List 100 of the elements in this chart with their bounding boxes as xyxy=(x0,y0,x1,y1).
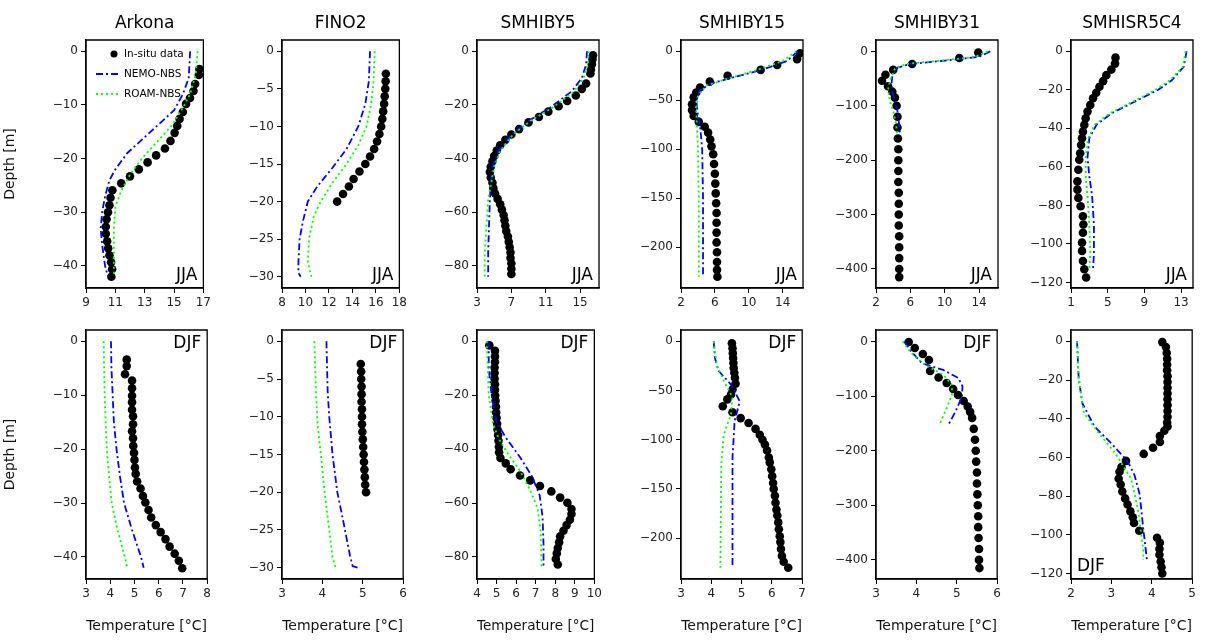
annotation: DJF xyxy=(963,331,992,352)
chart-title: FINO2 xyxy=(314,11,367,32)
y-tick-label: −30 xyxy=(248,268,274,283)
point xyxy=(973,511,983,521)
y-tick-label: −20 xyxy=(443,387,469,402)
x-tick-label: 3 xyxy=(1107,586,1116,601)
point xyxy=(969,424,979,434)
point xyxy=(160,144,170,153)
annotation: DJF xyxy=(560,331,589,352)
y-axis-title: Depth [m] xyxy=(1,128,18,200)
x-tick-label: 8 xyxy=(203,586,211,601)
point xyxy=(974,533,983,543)
x-tick-label: 15 xyxy=(166,295,182,310)
point xyxy=(128,411,138,421)
x-tick-label: 16 xyxy=(368,295,384,310)
point xyxy=(369,144,379,154)
point xyxy=(553,560,563,569)
point xyxy=(970,435,980,445)
x-tick-label: 5 xyxy=(1188,586,1196,601)
point xyxy=(177,563,187,573)
point xyxy=(1078,228,1088,238)
point xyxy=(108,186,117,195)
annotation: DJF xyxy=(173,331,202,352)
x-tick-label: 4 xyxy=(106,586,115,601)
y-tick-label: −5 xyxy=(256,80,274,95)
y-tick-label: −200 xyxy=(835,152,868,167)
y-tick-label: 0 xyxy=(1055,333,1063,348)
point xyxy=(116,179,126,188)
point xyxy=(974,555,984,565)
y-tick-label: −30 xyxy=(52,204,78,219)
x-tick-label: 6 xyxy=(154,586,163,601)
point xyxy=(893,134,903,143)
point xyxy=(894,210,904,219)
y-tick-label: −120 xyxy=(1030,274,1063,289)
point xyxy=(1088,93,1098,103)
line-series xyxy=(102,340,129,569)
point xyxy=(967,413,977,423)
x-axis-title: Temperature [°C] xyxy=(1070,617,1193,634)
x-tick-label: 14 xyxy=(344,295,361,310)
annotation: JJA xyxy=(969,263,993,284)
point xyxy=(894,272,904,282)
point xyxy=(381,77,390,86)
x-tick-label: 6 xyxy=(768,586,776,601)
x-tick-label: 2 xyxy=(872,295,880,310)
point xyxy=(161,534,170,544)
y-tick-label: −150 xyxy=(640,190,673,205)
line-series xyxy=(325,340,359,569)
point xyxy=(918,349,928,359)
point xyxy=(359,450,368,459)
point xyxy=(547,487,556,496)
x-tick-label: 10 xyxy=(297,295,314,310)
x-tick-label: 15 xyxy=(572,295,588,310)
point xyxy=(372,137,382,146)
legend-label: ROAM-NBS xyxy=(124,86,182,99)
point xyxy=(581,79,591,88)
point xyxy=(1123,500,1132,509)
x-tick-label: 13 xyxy=(1173,295,1189,310)
point xyxy=(1080,264,1089,274)
y-tick-label: −80 xyxy=(443,549,469,564)
x-tick-label: 4 xyxy=(707,586,716,601)
point xyxy=(877,76,887,86)
point xyxy=(910,343,920,353)
point xyxy=(357,397,366,406)
x-tick-label: 3 xyxy=(473,295,481,310)
point xyxy=(1083,107,1092,116)
y-tick-label: −100 xyxy=(1030,236,1063,251)
point xyxy=(973,522,983,532)
y-tick-label: 0 xyxy=(860,43,868,58)
y-tick-label: −200 xyxy=(835,442,868,457)
point xyxy=(1074,165,1083,175)
x-axis-title: Temperature [°C] xyxy=(875,617,998,634)
y-tick-label: −100 xyxy=(1030,526,1063,541)
x-tick-label: 6 xyxy=(512,586,520,601)
point xyxy=(894,253,904,263)
x-tick-label: 5 xyxy=(1103,295,1112,310)
point xyxy=(973,490,982,499)
x-tick-label: 17 xyxy=(195,295,212,310)
point xyxy=(358,435,368,444)
x-tick-label: 3 xyxy=(278,586,286,601)
x-tick-label: 4 xyxy=(912,586,921,601)
y-tick-label: −300 xyxy=(835,497,868,512)
y-tick-label: −40 xyxy=(52,549,78,564)
point xyxy=(132,477,142,486)
point xyxy=(380,92,389,101)
annotation: JJA xyxy=(774,263,798,284)
point xyxy=(779,557,788,567)
point xyxy=(1118,487,1127,496)
point xyxy=(709,159,719,169)
point xyxy=(972,468,982,477)
y-tick-label: −20 xyxy=(52,441,78,456)
x-tick-label: 3 xyxy=(677,586,685,601)
point xyxy=(151,520,161,530)
point xyxy=(1157,569,1167,578)
y-tick-label: −40 xyxy=(52,258,78,273)
y-tick-label: −40 xyxy=(1037,410,1063,425)
point xyxy=(338,189,348,199)
y-tick-label: −25 xyxy=(248,522,274,537)
point xyxy=(1077,238,1087,247)
point xyxy=(357,420,367,429)
y-tick-label: −20 xyxy=(52,150,78,165)
